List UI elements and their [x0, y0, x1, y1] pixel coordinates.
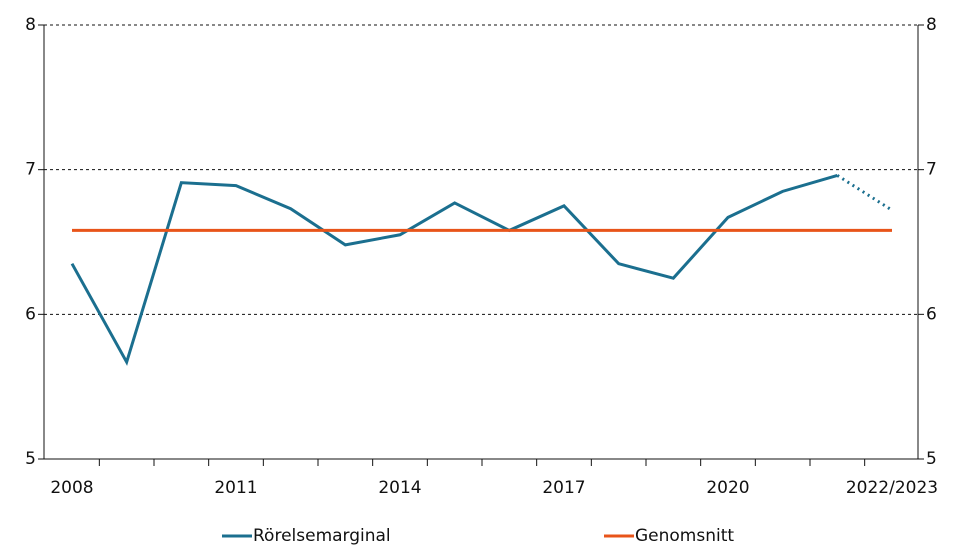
y2-tick-label: 7: [926, 160, 937, 180]
legend-label: Rörelsemarginal: [253, 526, 391, 546]
y-tick-label: 6: [25, 304, 36, 324]
x-tick-label: 2022/2023: [846, 478, 938, 498]
x-tick-label: 2008: [50, 478, 93, 498]
series-line: [70, 174, 838, 366]
forecast-segment: [836, 174, 893, 212]
y-tick-label: 7: [25, 160, 36, 180]
x-tick-label: 2017: [542, 478, 585, 498]
x-tick-label: 2011: [214, 478, 257, 498]
legend-label: Genomsnitt: [635, 526, 734, 546]
y2-tick-label: 5: [926, 449, 937, 469]
y2-tick-label: 8: [926, 15, 937, 35]
x-tick-label: 2014: [378, 478, 421, 498]
y-tick-label: 5: [25, 449, 36, 469]
x-tick-label: 2020: [706, 478, 749, 498]
y-tick-label: 8: [25, 15, 36, 35]
y2-tick-label: 6: [926, 304, 937, 324]
